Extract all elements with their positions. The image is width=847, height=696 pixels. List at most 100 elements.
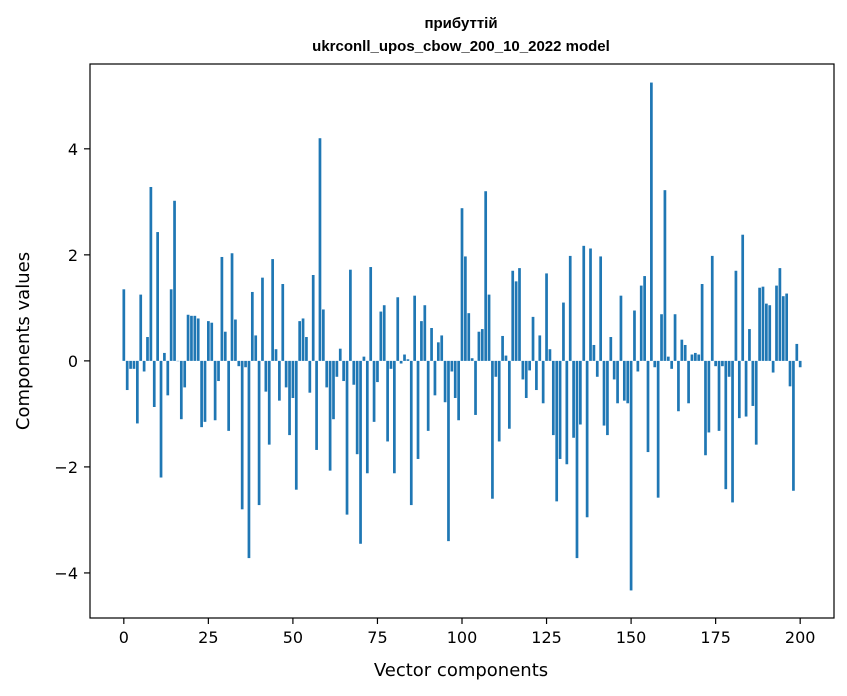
bar [460,208,464,361]
bar [585,360,589,518]
bar [778,268,782,361]
bar [507,360,511,429]
chart-title-line1: прибуттій [424,15,497,32]
bar [274,349,278,361]
bar [264,360,268,392]
bar [247,360,251,559]
bar [284,360,288,388]
bar [335,360,339,377]
bar [217,360,220,382]
bar [677,360,680,412]
bar [213,360,217,421]
bar [294,360,298,490]
bar [440,335,444,361]
bar [487,294,491,361]
bar [152,360,156,407]
bar [250,291,254,361]
bar [301,318,305,361]
bar [650,82,653,361]
bar [332,360,335,420]
bar [795,343,799,361]
bar [142,360,146,372]
bar [355,360,359,455]
bar [707,360,711,433]
bar [616,360,619,404]
bar [338,348,342,361]
bar [781,296,785,361]
bar [433,360,437,396]
bar [396,297,400,361]
bar [220,256,224,361]
bar [700,284,704,361]
y-tick-label: 0 [68,352,78,371]
bar [599,256,603,361]
bar [254,335,258,361]
bar [751,360,755,406]
bar [758,287,761,361]
bar [267,360,271,445]
bar [785,293,789,361]
bar [575,360,579,559]
bar [183,360,187,388]
bar [602,360,606,426]
bar [565,360,569,465]
bar [737,360,741,419]
bar [271,259,274,361]
bar [298,321,302,361]
x-tick-label: 25 [198,628,218,647]
bar [768,305,772,361]
bar [386,360,389,442]
bar [568,255,572,361]
bar [416,360,420,459]
bar [670,360,674,369]
bar [376,360,379,383]
bar [710,255,714,361]
bar [551,360,555,436]
bar [501,335,504,361]
bar [430,328,433,361]
bar [325,360,329,388]
bar [159,360,163,478]
bar [606,360,609,436]
bar [379,311,383,361]
bar [163,352,166,361]
bar [697,354,701,361]
bar [169,289,173,361]
bar [365,360,369,474]
bar [308,360,312,393]
bar [210,322,214,361]
bar [393,360,396,474]
y-tick-label: 4 [68,140,78,159]
bar [748,329,751,361]
bar [474,360,477,415]
bar [514,281,518,361]
bar [156,232,159,361]
bar [146,337,149,361]
bar [734,270,738,361]
bar [369,267,373,361]
bar [636,360,640,372]
bar [518,268,521,361]
bar [244,360,247,368]
bar [389,360,393,369]
bar [234,319,237,361]
bar [680,339,684,361]
bar [426,360,430,431]
bar [754,360,758,445]
bar [494,360,498,377]
bar [196,318,200,361]
bar [771,360,775,373]
bar [511,270,515,361]
bar [288,360,291,436]
bar [765,303,768,361]
x-tick-label: 100 [447,628,478,647]
bar [166,360,170,396]
bar [609,337,613,361]
y-axis-label: Components values [13,252,34,430]
bar [721,360,724,367]
x-tick-label: 150 [616,628,647,647]
bar [305,337,308,361]
bar [311,275,315,361]
y-tick-label: −4 [54,564,78,583]
bar [660,314,663,361]
